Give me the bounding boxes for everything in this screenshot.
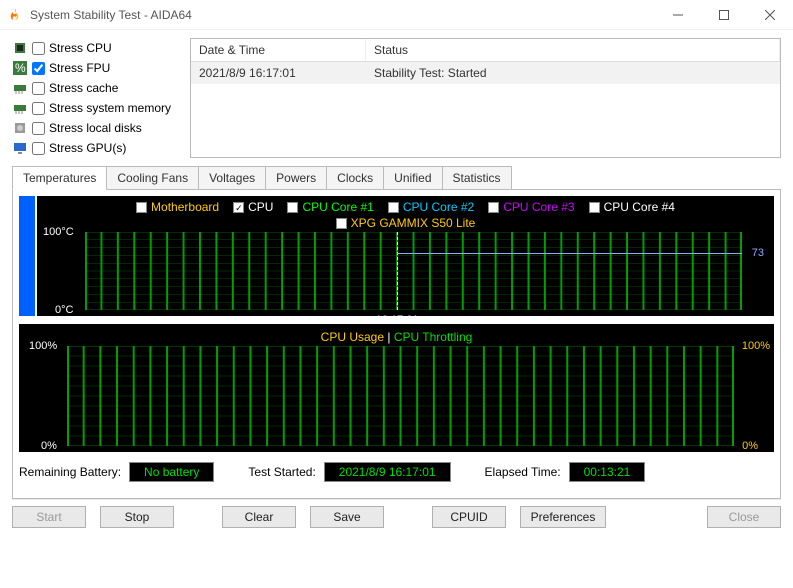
percent-icon: % <box>12 60 28 76</box>
elapsed-value: 00:13:21 <box>569 462 646 482</box>
ram-icon <box>12 100 28 116</box>
log-row: 2021/8/9 16:17:01 Stability Test: Starte… <box>191 62 780 84</box>
cpuid-button[interactable]: CPUID <box>432 506 506 528</box>
minimize-button[interactable] <box>655 0 701 30</box>
elapsed-label: Elapsed Time: <box>485 465 561 479</box>
stress-checkbox[interactable] <box>32 122 45 135</box>
stress-checkbox[interactable] <box>32 142 45 155</box>
close-button[interactable] <box>747 0 793 30</box>
series-color-chip[interactable] <box>19 196 35 316</box>
cpu-temp-trace <box>397 253 742 254</box>
stress-label[interactable]: Stress CPU <box>49 41 112 55</box>
temp-ylabel-bottom: 0°C <box>55 304 73 316</box>
tab-powers[interactable]: Powers <box>265 166 327 189</box>
legend-label: CPU Core #1 <box>302 200 373 214</box>
stress-option: Stress GPU(s) <box>12 138 180 158</box>
legend-checkbox[interactable] <box>488 202 499 213</box>
legend-checkbox[interactable] <box>233 202 244 213</box>
stress-option: Stress CPU <box>12 38 180 58</box>
legend-item[interactable]: CPU Core #1 <box>287 200 373 214</box>
temp-xlabel: 16:17:01 <box>376 314 419 326</box>
app-icon <box>8 7 24 23</box>
usage-left-bottom: 0% <box>41 440 57 452</box>
preferences-button[interactable]: Preferences <box>520 506 606 528</box>
button-row: Start Stop Clear Save CPUID Preferences … <box>12 499 781 534</box>
legend-checkbox[interactable] <box>589 202 600 213</box>
tab-clocks[interactable]: Clocks <box>326 166 384 189</box>
legend-item[interactable]: Motherboard <box>136 200 219 214</box>
titlebar: System Stability Test - AIDA64 <box>0 0 793 30</box>
legend-item[interactable]: CPU Core #3 <box>488 200 574 214</box>
log-cell-datetime: 2021/8/9 16:17:01 <box>191 62 366 84</box>
log-header-status: Status <box>366 39 780 61</box>
clear-button[interactable]: Clear <box>222 506 296 528</box>
stress-label[interactable]: Stress local disks <box>49 121 142 135</box>
usage-chart-title: CPU Usage | CPU Throttling <box>25 328 768 346</box>
tab-strip: TemperaturesCooling FansVoltagesPowersCl… <box>12 166 781 190</box>
tab-temperatures[interactable]: Temperatures <box>12 166 107 190</box>
stress-option: % Stress FPU <box>12 58 180 78</box>
started-label: Test Started: <box>248 465 315 479</box>
tab-cooling-fans[interactable]: Cooling Fans <box>106 166 199 189</box>
start-button[interactable]: Start <box>12 506 86 528</box>
stress-option: Stress system memory <box>12 98 180 118</box>
time-marker <box>397 232 398 310</box>
stress-checkbox[interactable] <box>32 102 45 115</box>
svg-text:%: % <box>15 61 26 75</box>
status-row: Remaining Battery: No battery Test Start… <box>19 452 774 490</box>
temperature-chart: Motherboard CPU CPU Core #1 CPU Core #2 CPU … <box>37 196 774 316</box>
close-dialog-button[interactable]: Close <box>707 506 781 528</box>
tab-statistics[interactable]: Statistics <box>442 166 512 189</box>
stress-checkbox[interactable] <box>32 62 45 75</box>
legend-checkbox[interactable] <box>287 202 298 213</box>
chip-icon <box>12 40 28 56</box>
legend-label: CPU Core #2 <box>403 200 474 214</box>
stress-label[interactable]: Stress GPU(s) <box>49 141 126 155</box>
stress-option: Stress local disks <box>12 118 180 138</box>
legend-checkbox[interactable] <box>388 202 399 213</box>
legend-item[interactable]: CPU Core #2 <box>388 200 474 214</box>
stress-checkbox[interactable] <box>32 42 45 55</box>
disk-icon <box>12 120 28 136</box>
legend-item[interactable]: XPG GAMMIX S50 Lite <box>336 216 476 230</box>
stress-label[interactable]: Stress system memory <box>49 101 171 115</box>
legend-label: Motherboard <box>151 200 219 214</box>
legend-checkbox[interactable] <box>336 218 347 229</box>
legend-item[interactable]: CPU Core #4 <box>589 200 675 214</box>
event-log: Date & Time Status 2021/8/9 16:17:01 Sta… <box>190 38 781 158</box>
usage-chart: CPU Usage | CPU Throttling 100% 0% 100% … <box>19 324 774 452</box>
legend-label: CPU <box>248 200 273 214</box>
maximize-button[interactable] <box>701 0 747 30</box>
stress-option: Stress cache <box>12 78 180 98</box>
legend-label: CPU Core #4 <box>604 200 675 214</box>
log-header-datetime: Date & Time <box>191 39 366 61</box>
battery-value: No battery <box>129 462 214 482</box>
legend-checkbox[interactable] <box>136 202 147 213</box>
stress-options: Stress CPU% Stress FPU Stress cache Stre… <box>12 38 180 158</box>
stress-label[interactable]: Stress FPU <box>49 61 110 75</box>
legend-item[interactable]: CPU <box>233 200 273 214</box>
temp-ylabel-top: 100°C <box>43 226 74 238</box>
stop-button[interactable]: Stop <box>100 506 174 528</box>
started-value: 2021/8/9 16:17:01 <box>324 462 451 482</box>
ram-icon <box>12 80 28 96</box>
battery-label: Remaining Battery: <box>19 465 121 479</box>
tab-voltages[interactable]: Voltages <box>198 166 266 189</box>
temp-right-value: 73 <box>752 247 764 259</box>
monitor-icon <box>12 140 28 156</box>
tab-unified[interactable]: Unified <box>383 166 442 189</box>
log-cell-status: Stability Test: Started <box>366 62 780 84</box>
save-button[interactable]: Save <box>310 506 384 528</box>
usage-left-top: 100% <box>29 340 57 352</box>
window-title: System Stability Test - AIDA64 <box>30 8 655 22</box>
stress-checkbox[interactable] <box>32 82 45 95</box>
stress-label[interactable]: Stress cache <box>49 81 118 95</box>
legend-label: XPG GAMMIX S50 Lite <box>351 216 476 230</box>
legend-label: CPU Core #3 <box>503 200 574 214</box>
usage-right-top: 100% <box>742 340 770 352</box>
usage-right-bottom: 0% <box>742 440 758 452</box>
